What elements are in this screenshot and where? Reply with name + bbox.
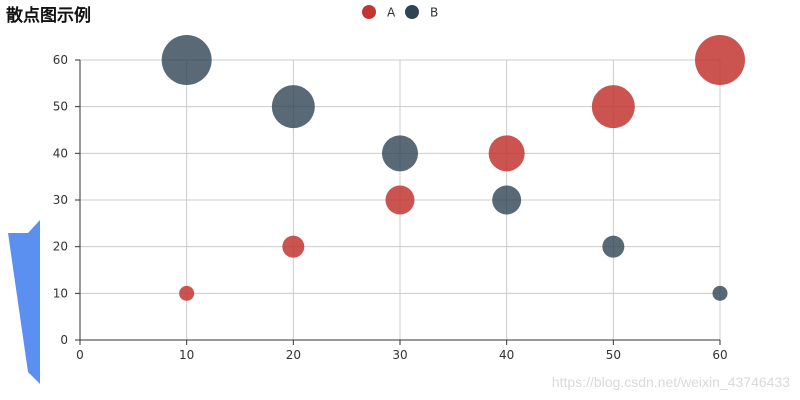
data-point-b[interactable] — [712, 285, 728, 301]
y-tick-label: 20 — [53, 240, 68, 254]
legend-label-b[interactable]: B — [430, 6, 438, 20]
y-tick-label: 50 — [53, 100, 68, 114]
x-tick-label: 60 — [712, 348, 727, 362]
data-point-b[interactable] — [382, 135, 418, 172]
legend-marker-a[interactable] — [362, 5, 376, 19]
data-point-b[interactable] — [602, 235, 625, 258]
x-tick-label: 10 — [179, 348, 194, 362]
data-point-a[interactable] — [488, 135, 525, 172]
y-tick-label: 10 — [53, 286, 68, 300]
data-point-b[interactable] — [161, 35, 212, 85]
x-tick-label: 50 — [606, 348, 621, 362]
chart-title: 散点图示例 — [6, 5, 91, 26]
data-points — [161, 35, 745, 301]
x-tick-label: 20 — [286, 348, 301, 362]
data-point-a[interactable] — [695, 35, 745, 85]
y-tick-label: 30 — [53, 193, 68, 207]
data-point-a[interactable] — [179, 285, 195, 301]
y-tick-label: 40 — [53, 146, 68, 160]
y-tick-label: 60 — [53, 53, 68, 67]
legend-label-a[interactable]: A — [387, 6, 396, 20]
data-point-a[interactable] — [591, 85, 635, 129]
legend-marker-b[interactable] — [405, 5, 419, 19]
x-tick-label: 0 — [76, 348, 84, 362]
x-tick-label: 40 — [499, 348, 514, 362]
data-point-b[interactable] — [271, 85, 315, 129]
data-point-a[interactable] — [385, 185, 415, 215]
data-point-a[interactable] — [282, 235, 305, 258]
x-tick-label: 30 — [392, 348, 407, 362]
y-tick-label: 0 — [60, 333, 68, 347]
watermark-text: https://blog.csdn.net/weixin_43746433 — [552, 374, 790, 390]
visual-map-slider[interactable] — [8, 220, 40, 384]
axes: 0 10 20 30 40 50 60 0 10 20 30 40 50 60 — [53, 53, 728, 362]
data-point-b[interactable] — [492, 185, 522, 215]
visual-map-bar[interactable] — [8, 220, 40, 384]
